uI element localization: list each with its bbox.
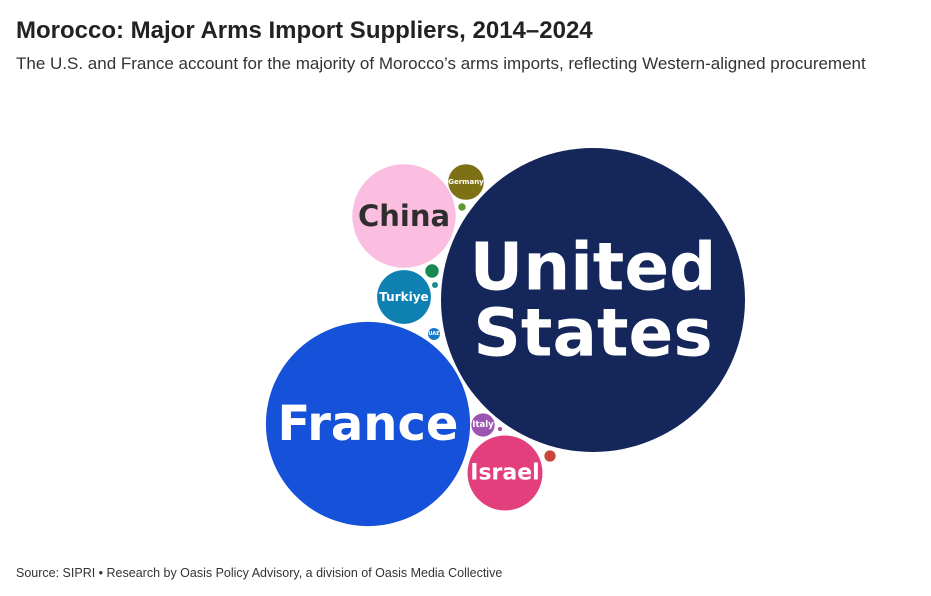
chart-title: Morocco: Major Arms Import Suppliers, 20… <box>16 17 593 44</box>
bubble-italy[interactable] <box>471 413 495 437</box>
bubble-uae[interactable] <box>427 327 441 341</box>
bubble-label-israel: Israel <box>470 461 539 486</box>
bubble-label-italy: Italy <box>472 420 494 430</box>
bubble-label-united-states: United <box>470 229 717 306</box>
bubble-china[interactable] <box>352 164 456 268</box>
bubble-label-turkiye: Turkiye <box>379 290 428 304</box>
bubble-minor-7[interactable] <box>425 264 439 278</box>
bubble-united-states[interactable] <box>441 148 745 452</box>
bubble-turkiye[interactable] <box>377 270 431 324</box>
bubble-label-china: China <box>358 199 450 233</box>
source-note: Source: SIPRI • Research by Oasis Policy… <box>16 566 503 580</box>
bubble-label-united-states: States <box>473 295 712 372</box>
bubble-germany[interactable] <box>448 164 484 200</box>
bubble-minor-9[interactable] <box>544 450 556 462</box>
bubble-minor-10[interactable] <box>458 203 466 211</box>
bubble-minor-11[interactable] <box>431 281 439 289</box>
bubble-label-france: France <box>278 396 459 452</box>
bubble-minor-12[interactable] <box>497 426 503 432</box>
bubble-label-uae: UAE <box>428 331 440 337</box>
bubble-israel[interactable] <box>467 435 543 511</box>
chart-subtitle: The U.S. and France account for the majo… <box>16 54 866 73</box>
bubble-label-germany: Germany <box>448 178 484 186</box>
bubble-france[interactable] <box>265 321 471 527</box>
